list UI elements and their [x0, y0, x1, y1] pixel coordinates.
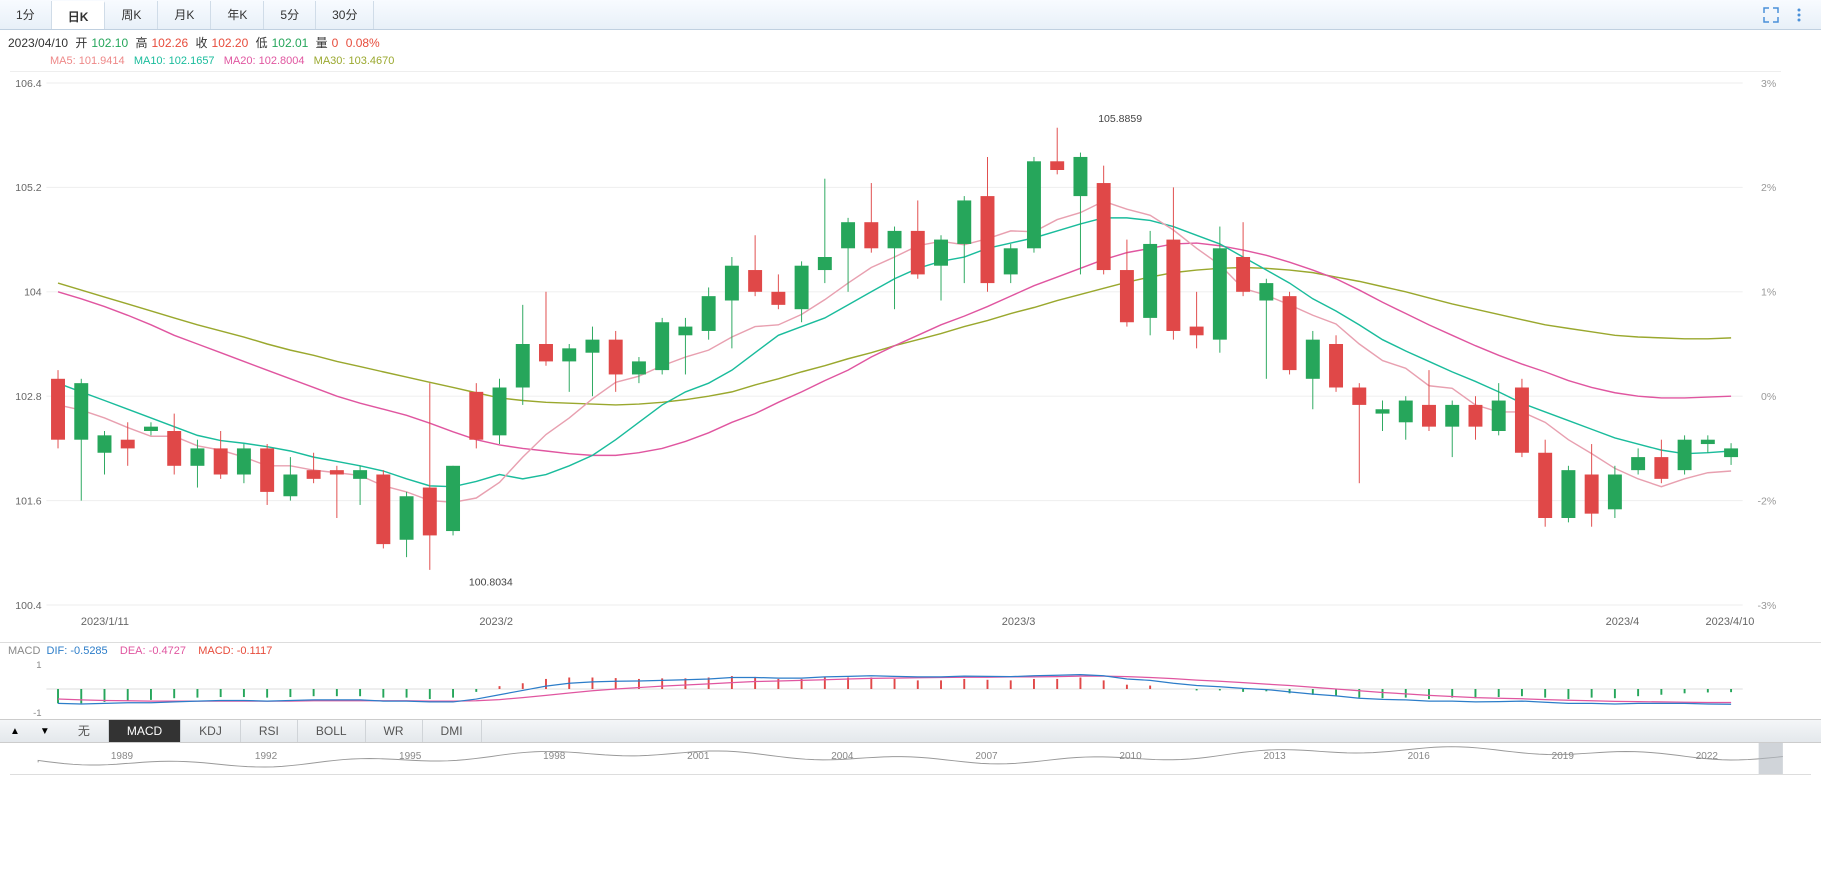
history-year-label: 2016	[1408, 751, 1430, 762]
history-year-label: 2001	[687, 751, 709, 762]
svg-text:1%: 1%	[1761, 287, 1776, 299]
indicator-tab-WR[interactable]: WR	[366, 720, 423, 742]
history-year-label: 2019	[1552, 751, 1574, 762]
indicator-tabs: ▲ ▼ 无MACDKDJRSIBOLLWRDMI	[0, 719, 1821, 743]
svg-text:-2%: -2%	[1758, 495, 1777, 507]
ma-legend: MA5: 101.9414 MA10: 102.1657 MA20: 102.8…	[0, 55, 1821, 71]
svg-text:104: 104	[24, 287, 42, 299]
indicator-down-icon[interactable]: ▼	[30, 726, 60, 737]
indicator-tab-无[interactable]: 无	[60, 720, 109, 742]
history-year-label: 1989	[111, 751, 133, 762]
timeframe-tab-周K[interactable]: 周K	[105, 1, 158, 29]
indicator-tab-KDJ[interactable]: KDJ	[181, 720, 241, 742]
svg-text:2%: 2%	[1761, 182, 1776, 194]
candlestick-chart[interactable]: 100.4 101.6 102.8 104 105.2 106.4 -3% -2% 0% 1% 2%…	[10, 71, 1781, 616]
macd-legend: MACD DIF: -0.5285 DEA: -0.4727 MACD: -0.…	[0, 642, 1821, 659]
history-year-label: 2010	[1119, 751, 1141, 762]
svg-text:100.4: 100.4	[15, 600, 41, 612]
svg-text:100.8034: 100.8034	[469, 576, 513, 588]
history-year-label: 2007	[975, 751, 997, 762]
history-year-label: 2004	[831, 751, 853, 762]
svg-text:105.8859: 105.8859	[1098, 113, 1142, 125]
svg-text:1: 1	[36, 660, 41, 671]
x-axis-label: 2023/1/11	[81, 616, 129, 628]
svg-text:-1: -1	[33, 708, 42, 719]
ohlc-info: 2023/04/10 开102.10 高102.26 收102.20 低102.…	[0, 30, 1821, 55]
x-axis: 2023/1/11 2023/2 2023/3 2023/4 2023/4/10	[10, 616, 1781, 642]
fullscreen-icon[interactable]	[1761, 5, 1781, 25]
timeframe-tab-30分[interactable]: 30分	[316, 1, 374, 29]
svg-text:105.2: 105.2	[15, 182, 41, 194]
history-year-label: 1998	[543, 751, 565, 762]
indicator-tab-RSI[interactable]: RSI	[241, 720, 298, 742]
svg-text:102.8: 102.8	[15, 391, 41, 403]
indicator-tab-BOLL[interactable]: BOLL	[298, 720, 366, 742]
indicator-tab-MACD[interactable]: MACD	[109, 720, 181, 742]
indicator-tab-DMI[interactable]: DMI	[423, 720, 482, 742]
svg-text:106.4: 106.4	[15, 78, 41, 90]
history-year-label: 2022	[1696, 751, 1718, 762]
history-year-label: 1992	[255, 751, 277, 762]
timeframe-tab-5分[interactable]: 5分	[264, 1, 316, 29]
x-axis-label: 2023/2	[479, 616, 513, 628]
svg-text:0%: 0%	[1761, 391, 1776, 403]
x-axis-label: 2023/4/10	[1705, 616, 1754, 628]
info-date: 2023/04/10	[8, 36, 68, 50]
svg-text:101.6: 101.6	[15, 495, 41, 507]
timeframe-tab-年K[interactable]: 年K	[211, 1, 264, 29]
timeframe-tab-日K[interactable]: 日K	[52, 1, 106, 29]
timeframe-tab-1分[interactable]: 1分	[0, 1, 52, 29]
timeframe-toolbar: 1分日K周K月K年K5分30分	[0, 0, 1821, 30]
macd-chart[interactable]: 1 -1	[10, 659, 1781, 719]
x-axis-label: 2023/3	[1002, 616, 1036, 628]
more-icon[interactable]	[1789, 5, 1809, 25]
svg-text:-3%: -3%	[1758, 600, 1777, 612]
history-year-label: 1995	[399, 751, 421, 762]
x-axis-label: 2023/4	[1606, 616, 1640, 628]
history-navigator[interactable]: 1989 1992 1995 1998 2001 2004 2007 2010 2013 2016…	[10, 743, 1811, 775]
history-year-label: 2013	[1263, 751, 1285, 762]
timeframe-tab-月K[interactable]: 月K	[158, 1, 211, 29]
svg-text:3%: 3%	[1761, 78, 1776, 90]
indicator-up-icon[interactable]: ▲	[0, 726, 30, 737]
